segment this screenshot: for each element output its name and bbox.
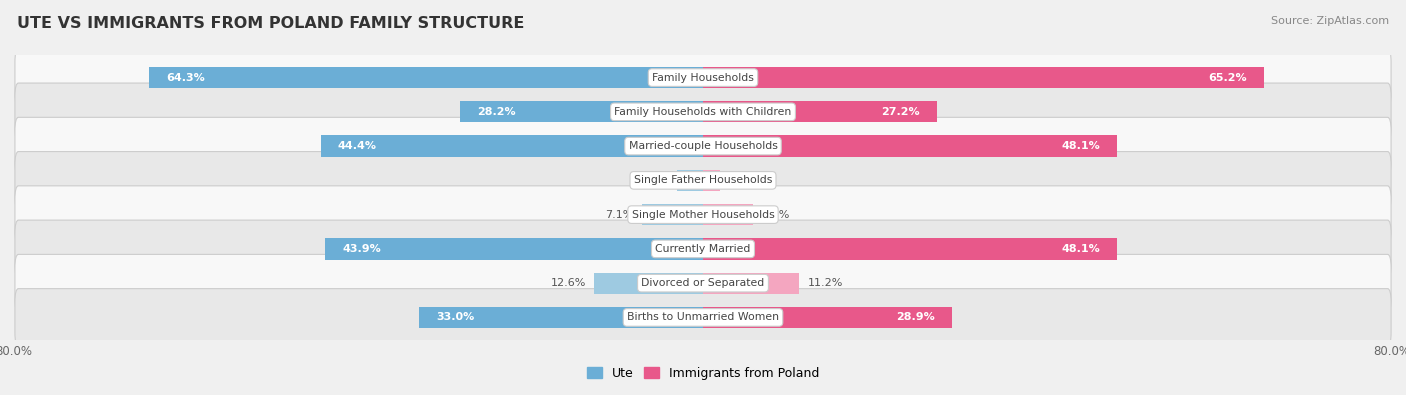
Bar xyxy=(460,101,703,122)
Text: 64.3%: 64.3% xyxy=(166,73,205,83)
Text: Divorced or Separated: Divorced or Separated xyxy=(641,278,765,288)
Text: Family Households: Family Households xyxy=(652,73,754,83)
FancyBboxPatch shape xyxy=(15,83,1391,141)
Bar xyxy=(149,67,703,88)
Text: Source: ZipAtlas.com: Source: ZipAtlas.com xyxy=(1271,16,1389,26)
Text: Family Households with Children: Family Households with Children xyxy=(614,107,792,117)
FancyBboxPatch shape xyxy=(15,254,1391,312)
Text: 44.4%: 44.4% xyxy=(337,141,377,151)
Bar xyxy=(703,101,938,122)
Text: UTE VS IMMIGRANTS FROM POLAND FAMILY STRUCTURE: UTE VS IMMIGRANTS FROM POLAND FAMILY STR… xyxy=(17,16,524,31)
FancyBboxPatch shape xyxy=(15,220,1391,278)
Text: 28.2%: 28.2% xyxy=(478,107,516,117)
Text: Single Father Households: Single Father Households xyxy=(634,175,772,185)
Legend: Ute, Immigrants from Poland: Ute, Immigrants from Poland xyxy=(582,362,824,385)
Bar xyxy=(703,273,800,294)
Text: 65.2%: 65.2% xyxy=(1209,73,1247,83)
Text: 33.0%: 33.0% xyxy=(436,312,474,322)
FancyBboxPatch shape xyxy=(15,117,1391,175)
FancyBboxPatch shape xyxy=(15,186,1391,243)
Text: 28.9%: 28.9% xyxy=(896,312,935,322)
Text: 2.0%: 2.0% xyxy=(728,175,758,185)
Text: 48.1%: 48.1% xyxy=(1062,141,1099,151)
FancyBboxPatch shape xyxy=(15,49,1391,106)
Text: 27.2%: 27.2% xyxy=(882,107,920,117)
FancyBboxPatch shape xyxy=(15,289,1391,346)
Bar xyxy=(678,170,703,191)
Text: 11.2%: 11.2% xyxy=(808,278,844,288)
FancyBboxPatch shape xyxy=(15,152,1391,209)
Text: Married-couple Households: Married-couple Households xyxy=(628,141,778,151)
Text: 5.8%: 5.8% xyxy=(762,210,790,220)
Bar xyxy=(703,170,720,191)
Bar xyxy=(703,67,1264,88)
Text: 7.1%: 7.1% xyxy=(605,210,633,220)
Bar xyxy=(703,135,1118,157)
Text: Births to Unmarried Women: Births to Unmarried Women xyxy=(627,312,779,322)
Bar xyxy=(321,135,703,157)
Text: 12.6%: 12.6% xyxy=(551,278,586,288)
Bar xyxy=(703,204,754,225)
Bar xyxy=(419,307,703,328)
Bar xyxy=(643,204,703,225)
Text: 48.1%: 48.1% xyxy=(1062,244,1099,254)
Text: 3.0%: 3.0% xyxy=(640,175,669,185)
Text: Single Mother Households: Single Mother Households xyxy=(631,210,775,220)
Bar xyxy=(703,238,1118,260)
Text: Currently Married: Currently Married xyxy=(655,244,751,254)
Bar xyxy=(595,273,703,294)
Text: 43.9%: 43.9% xyxy=(342,244,381,254)
Bar xyxy=(325,238,703,260)
Bar xyxy=(703,307,952,328)
